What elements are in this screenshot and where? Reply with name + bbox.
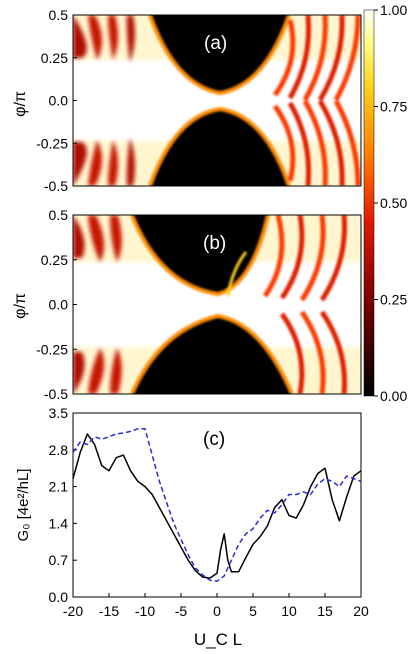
y-tick-label: 2.1 [49, 479, 69, 495]
x-tick-label: 10 [281, 603, 297, 619]
colorbar-ticks: 0.00 0.25 0.50 0.75 1.00 [374, 2, 407, 404]
x-tick-label: 20 [353, 603, 369, 619]
colorbar-tick-label: 0.75 [380, 99, 407, 115]
panel-b-axes: -0.5 -0.25 0.0 0.25 0.5 [36, 207, 77, 402]
colorbar-tick-label: 0.50 [380, 195, 407, 211]
panel-label-c: (c) [203, 429, 225, 450]
panel-label-b: (b) [203, 233, 226, 254]
y-tick-label: 0.0 [49, 589, 69, 605]
y-tick-label: 2.8 [49, 442, 69, 458]
x-tick-label: -15 [99, 603, 119, 619]
panel-b-ylabel: φ/π [12, 293, 29, 319]
panel-a-ylabel: φ/π [12, 91, 29, 117]
colorbar-tick-label: 1.00 [380, 2, 407, 18]
y-tick-label: 0.5 [49, 7, 69, 23]
heatmap-panel-a: (a) [73, 15, 361, 186]
y-tick-label: 0.0 [49, 297, 69, 313]
panel-c-ylabel: G₀ [4e²/hL] [15, 469, 32, 542]
panel-a-axes: -0.5 -0.25 0.0 0.25 0.5 [36, 7, 77, 194]
x-tick-label: -5 [175, 603, 188, 619]
y-tick-label: -0.25 [36, 135, 68, 151]
heatmap-panel-b: (b) [73, 215, 361, 394]
x-tick-label: 0 [213, 603, 221, 619]
y-tick-label: -0.5 [44, 178, 68, 194]
y-tick-label: 1.4 [49, 515, 69, 531]
x-tick-label: -10 [135, 603, 155, 619]
panel-c-axes: 0.0 0.7 1.4 2.1 2.8 3.5 -20 -15 -10 -5 0 5 10 15 20 [49, 405, 369, 619]
x-tick-label: -20 [63, 603, 83, 619]
x-tick-label: 15 [317, 603, 333, 619]
panel-c-frame [72, 412, 362, 598]
colorbar [363, 9, 375, 397]
y-tick-label: 0.7 [49, 552, 69, 568]
y-tick-label: -0.25 [36, 341, 68, 357]
y-tick-label: 0.25 [41, 252, 68, 268]
series-solid-line [72, 433, 362, 579]
colorbar-tick-label: 0.00 [380, 388, 407, 404]
panel-c-lines [72, 428, 362, 582]
y-tick-label: 0.25 [41, 50, 68, 66]
y-tick-label: 3.5 [49, 405, 69, 421]
y-tick-label: -0.5 [44, 386, 68, 402]
y-tick-label: 0.5 [49, 207, 69, 223]
x-tick-label: 5 [249, 603, 257, 619]
series-dashed-line [72, 428, 362, 582]
panel-c-xlabel: U_C L [194, 630, 242, 649]
panel-label-a: (a) [204, 33, 227, 54]
colorbar-tick-label: 0.25 [380, 292, 407, 308]
y-tick-label: 0.0 [49, 93, 69, 109]
